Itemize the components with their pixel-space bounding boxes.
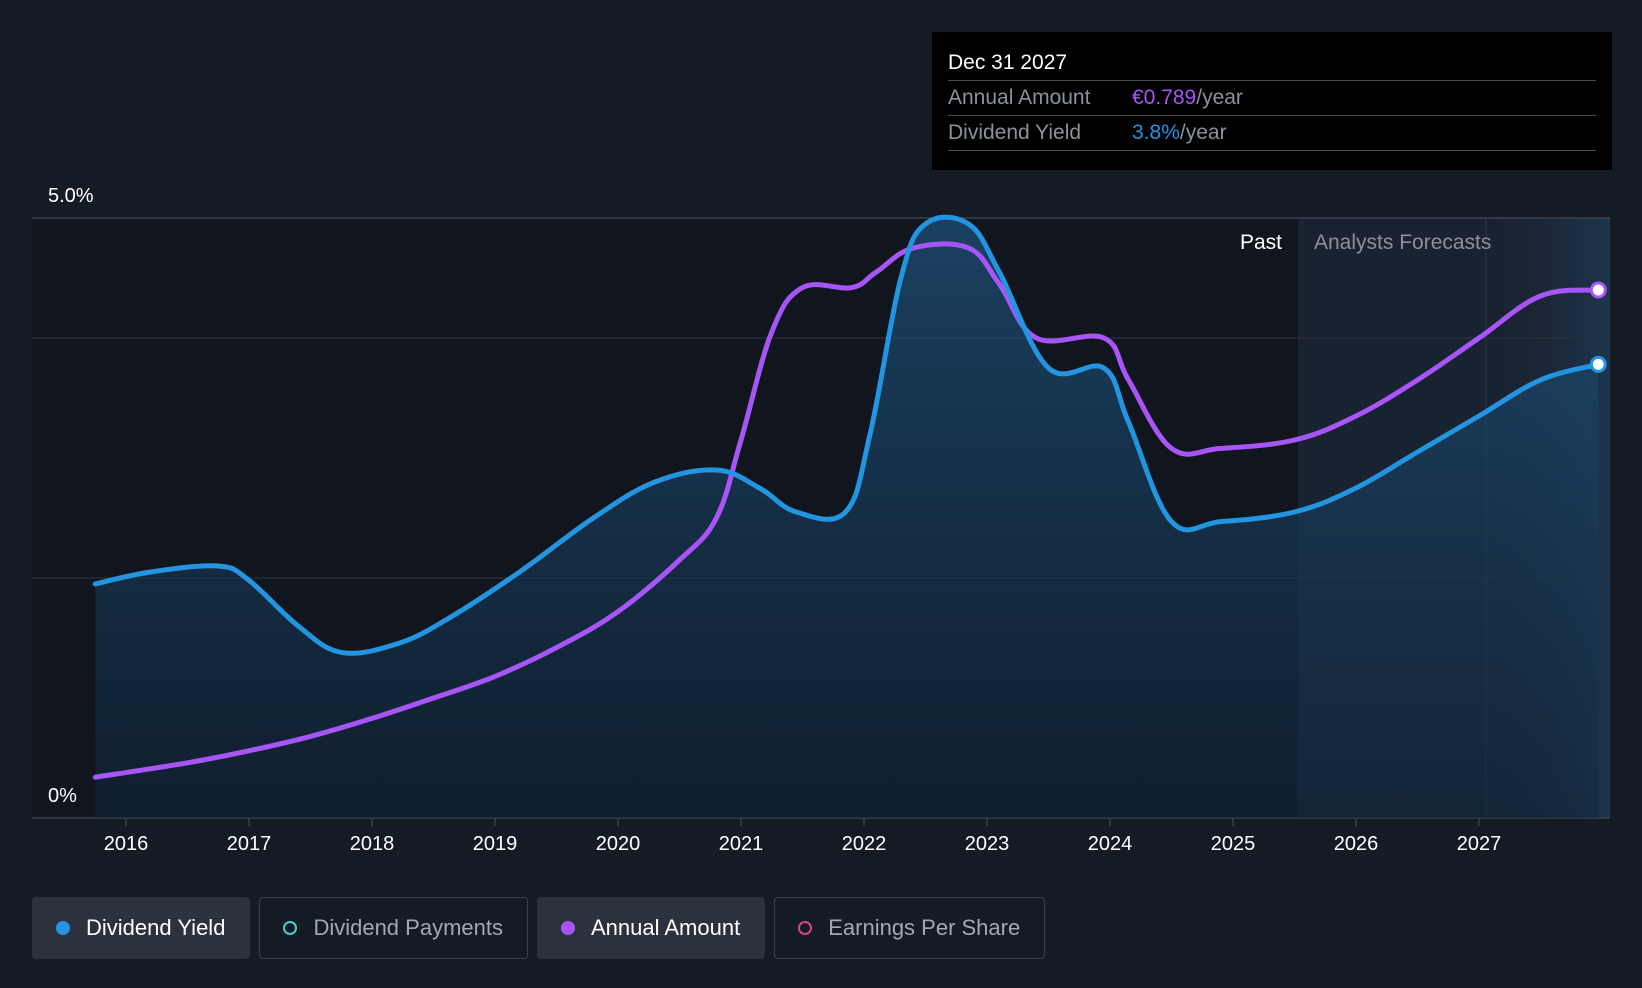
dividend-yield-dot-icon [56,921,70,935]
earnings-per-share-ring-icon [798,921,813,935]
legend-dividend-yield-button[interactable]: Dividend Yield [32,897,251,959]
y-min-label: 0% [48,785,77,807]
x-tick-label: 2026 [1334,833,1379,855]
tooltip-row-dividend-yield: Dividend Yield 3.8% /year [948,115,1596,151]
x-tick-label: 2017 [227,833,272,855]
x-tick-label: 2018 [350,833,395,855]
legend-label: Earnings Per Share [828,915,1021,940]
past-label: Past [1240,231,1282,254]
tooltip-key: Dividend Yield [948,121,1082,144]
legend-label: Annual Amount [590,915,741,940]
dividend-yield-endpoint-marker[interactable] [1589,355,1607,373]
legend-annual-amount-button[interactable]: Annual Amount [536,897,766,959]
x-tick-label: 2027 [1457,833,1502,855]
x-tick-label: 2023 [965,833,1010,855]
tooltip-date: Dec 31 2027 [948,51,1068,74]
tooltip-unit: /year [1179,121,1227,144]
tooltip-value: 3.8% [1132,121,1180,144]
legend-label: Dividend Yield [86,915,226,940]
x-tick-label: 2024 [1088,833,1133,855]
dividend-yield-area [95,217,1599,818]
x-tick-label: 2020 [596,833,641,855]
legend-earnings-per-share-button[interactable]: Earnings Per Share [774,897,1046,959]
x-tick-label: 2021 [719,833,764,855]
legend-label: Dividend Payments [313,915,503,940]
x-tick-label: 2022 [842,833,887,855]
tooltip-row-annual-amount: Annual Amount €0.789 /year [948,80,1596,115]
forecast-label: Analysts Forecasts [1314,231,1491,254]
tooltip-value: €0.789 [1132,86,1197,109]
dividend-yield-line [92,214,1601,656]
annual-amount-dot-icon [560,921,575,935]
x-tick-label: 2025 [1211,833,1256,855]
x-tick-label: 2016 [104,833,149,855]
dividend-payments-ring-icon [283,921,298,935]
legend-dividend-payments-button[interactable]: Dividend Payments [259,897,528,959]
tooltip: Dec 31 2027 Annual Amount €0.789 /year D… [932,32,1612,170]
y-max-label: 5.0% [48,185,94,207]
annual-amount-endpoint-marker[interactable] [1589,281,1607,299]
x-tick-label: 2019 [473,833,518,855]
legend: Dividend Yield Dividend Payments Annual … [32,897,1046,959]
annual-amount-line [92,241,1601,780]
tooltip-key: Annual Amount [948,86,1091,109]
tooltip-unit: /year [1196,86,1243,109]
